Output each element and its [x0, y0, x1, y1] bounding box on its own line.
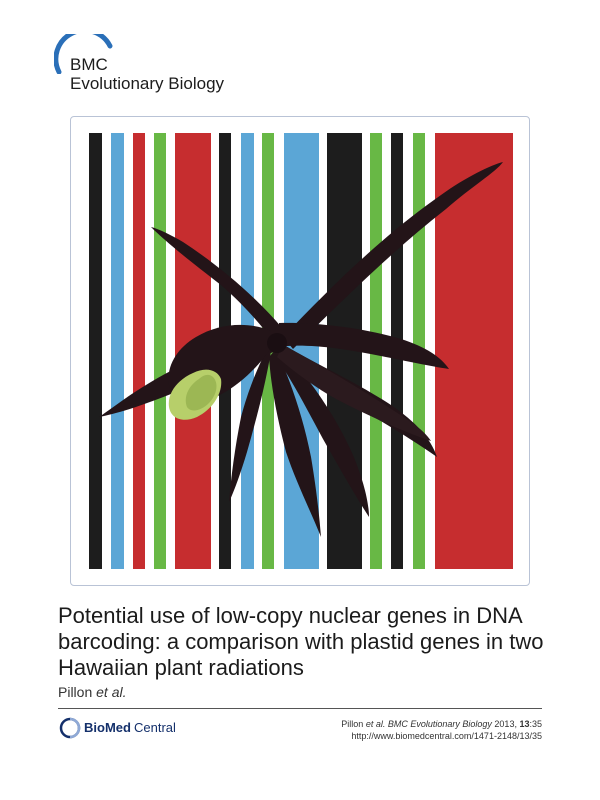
barcode-stripe [111, 133, 124, 569]
cover-art [89, 133, 513, 569]
journal-name-line1: BMC [70, 55, 108, 74]
orchid-flower [99, 162, 503, 537]
publisher-name-bold: BioMed [84, 720, 131, 735]
journal-logo: BMC Evolutionary Biology [54, 34, 254, 94]
barcode-stripe [89, 133, 102, 569]
citation-year: 2013, [494, 719, 517, 729]
citation-line: Pillon et al. BMC Evolutionary Biology 2… [341, 718, 542, 730]
author-et-al: et al. [96, 684, 127, 700]
author-name: Pillon [58, 684, 93, 700]
citation-author: Pillon [341, 719, 364, 729]
barcode-stripe [133, 133, 145, 569]
article-authors: Pillon et al. [58, 684, 127, 700]
citation-journal: BMC Evolutionary Biology [387, 719, 492, 729]
article-title: Potential use of low-copy nuclear genes … [58, 603, 544, 680]
citation: Pillon et al. BMC Evolutionary Biology 2… [341, 718, 542, 742]
cover-image [70, 116, 530, 586]
citation-volume: 13 [519, 719, 530, 729]
citation-et-al: et al. [365, 719, 386, 729]
citation-article: :35 [529, 719, 542, 729]
divider [58, 708, 542, 709]
publisher-name-normal: Central [134, 720, 176, 735]
publisher-logo: BioMed Central [58, 716, 198, 740]
journal-logo-arc-icon [54, 34, 113, 74]
barcode-stripe [154, 133, 166, 569]
biomed-central-icon [59, 717, 81, 739]
journal-name-line2: Evolutionary Biology [70, 74, 225, 93]
citation-url[interactable]: http://www.biomedcentral.com/1471-2148/1… [351, 731, 542, 741]
